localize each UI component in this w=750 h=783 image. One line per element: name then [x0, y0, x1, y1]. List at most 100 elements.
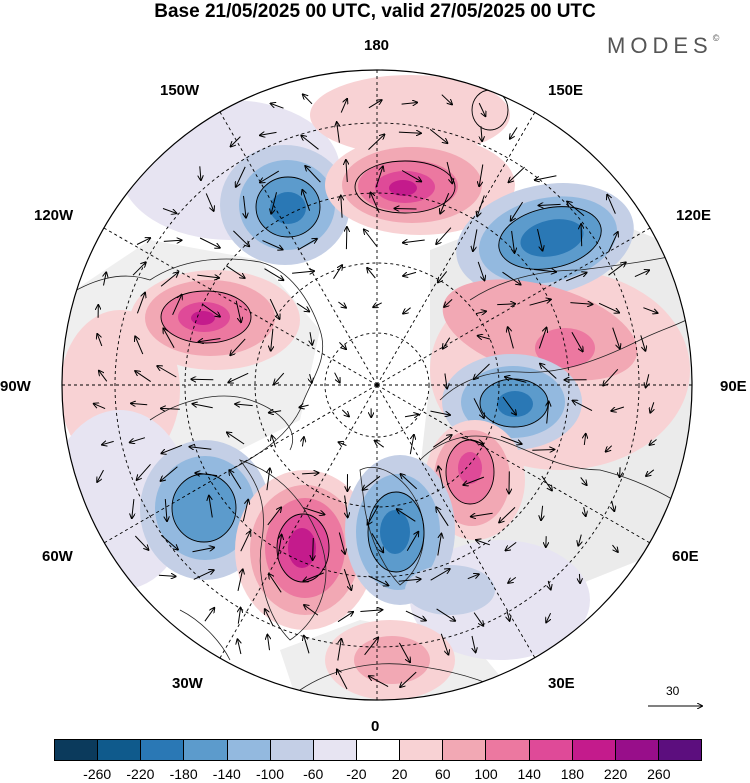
- wind-vector: [201, 303, 220, 317]
- wind-vector: [272, 436, 276, 448]
- wind-vector: [443, 337, 451, 349]
- wind-vector: [274, 372, 285, 384]
- wind-vector: [305, 166, 321, 183]
- wind-vector: [510, 127, 518, 138]
- colorbar-tick-label: -180: [169, 766, 198, 782]
- colorbar-tick-label: 20: [391, 766, 408, 782]
- wind-vector: [160, 534, 178, 549]
- wind-vector: [608, 232, 618, 253]
- wind-vector: [463, 476, 485, 485]
- colorbar-tick-label: 180: [560, 766, 585, 782]
- vector-scale-label: 30: [666, 684, 680, 698]
- wind-vector: [436, 608, 456, 621]
- colorbar-bin: [400, 740, 444, 760]
- wind-vector: [236, 166, 246, 187]
- wind-vector: [132, 262, 146, 276]
- wind-vector: [346, 227, 347, 250]
- wind-vector: [509, 166, 525, 182]
- colorbar-bin: [356, 740, 401, 760]
- wind-vector: [369, 676, 389, 688]
- wind-vector: [303, 572, 324, 581]
- wind-vector: [165, 499, 167, 521]
- lon-label-90e: 90E: [720, 378, 747, 395]
- wind-vector: [267, 635, 269, 651]
- lon-label-60w: 60W: [42, 548, 73, 565]
- chart-title: Base 21/05/2025 00 UTC, valid 27/05/2025…: [154, 1, 596, 22]
- colorbar-tick-label: 100: [474, 766, 498, 782]
- positive-anomaly-ural: [425, 420, 525, 540]
- wind-vector: [235, 300, 241, 323]
- wind-vector: [477, 261, 484, 280]
- wind-vector: [534, 270, 556, 272]
- wind-vector: [538, 328, 546, 349]
- wind-vector: [193, 570, 214, 580]
- wind-vector: [400, 671, 417, 687]
- wind-vector: [97, 334, 103, 347]
- wind-vector: [467, 574, 479, 580]
- wind-vector: [345, 495, 348, 518]
- wind-vector: [529, 299, 551, 306]
- wind-vector: [303, 507, 324, 515]
- colorbar-tick-label: -140: [212, 766, 241, 782]
- wind-vector: [334, 372, 340, 383]
- wind-vector: [479, 164, 484, 187]
- wind-vector: [271, 328, 273, 351]
- wind-vector: [612, 544, 618, 552]
- lon-label-90w: 90W: [0, 378, 31, 395]
- wind-vector: [364, 230, 378, 248]
- wind-vector: [481, 126, 482, 141]
- wind-vector: [262, 240, 283, 250]
- wind-vector: [163, 329, 175, 348]
- wind-vector: [398, 579, 421, 581]
- wind-vector: [340, 99, 347, 113]
- wind-vector: [478, 102, 485, 116]
- wind-vector: [508, 327, 514, 349]
- wind-vector: [304, 605, 319, 616]
- wind-vector: [161, 408, 180, 409]
- wind-vector: [299, 405, 309, 407]
- wind-vector: [302, 437, 304, 447]
- wind-vectors: [94, 94, 658, 690]
- polar-cap: [340, 315, 430, 405]
- coastlines: [62, 249, 692, 700]
- colorbar-bin: [572, 740, 616, 760]
- wind-vector: [508, 576, 517, 583]
- wind-vector: [235, 404, 253, 406]
- wind-vector: [158, 575, 176, 576]
- wind-vector: [580, 477, 587, 485]
- wind-vector: [584, 434, 585, 446]
- wind-vector: [277, 535, 282, 557]
- wind-vector: [579, 573, 580, 583]
- wind-vector: [163, 240, 182, 241]
- wind-vector: [546, 612, 550, 622]
- wind-vector: [584, 506, 586, 516]
- wind-vector: [363, 475, 381, 490]
- wind-vector: [507, 610, 510, 621]
- wind-vector: [567, 202, 585, 217]
- lon-label-150e: 150E: [548, 82, 584, 99]
- colorbar-tick-label: -260: [83, 766, 112, 782]
- wind-vector: [505, 377, 527, 383]
- wind-vector: [368, 505, 379, 525]
- wind-vector: [190, 447, 212, 450]
- wind-vector: [473, 612, 483, 626]
- wind-vector: [339, 342, 346, 349]
- lon-label-120w: 120W: [34, 207, 74, 224]
- wind-vector: [269, 411, 282, 413]
- wind-vector: [192, 548, 215, 553]
- colorbar-tick-label: 60: [435, 766, 451, 782]
- wind-vector: [161, 466, 178, 481]
- wind-vector: [337, 639, 342, 661]
- wind-vector: [398, 642, 410, 662]
- wind-vector: [231, 136, 241, 147]
- positive-anomaly-canada: [130, 270, 300, 370]
- wind-vector: [643, 307, 657, 313]
- wind-vector: [541, 505, 543, 520]
- wind-vector: [199, 237, 220, 248]
- wind-vector: [337, 122, 340, 143]
- wind-vector: [99, 371, 108, 382]
- colorbar-tick-label: 260: [647, 766, 671, 782]
- wind-vector: [368, 134, 385, 150]
- wind-vector: [640, 335, 646, 350]
- wind-vector: [461, 437, 483, 444]
